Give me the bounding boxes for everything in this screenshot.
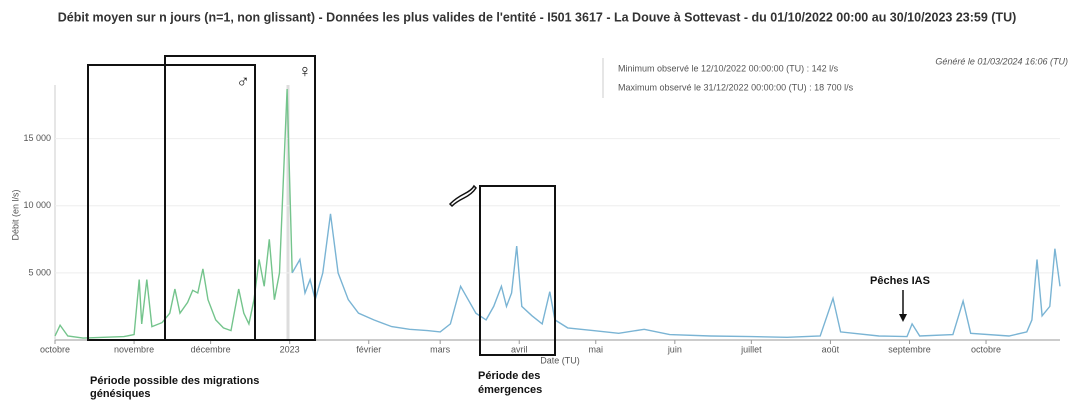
x-tick-label: mars: [430, 344, 450, 354]
x-tick-label: 2023: [280, 344, 300, 354]
tooltip-min: Minimum observé le 12/10/2022 00:00:00 (…: [618, 63, 839, 73]
tooltip-max: Maximum observé le 31/12/2022 00:00:00 (…: [618, 82, 854, 92]
data-line: [291, 213, 1061, 339]
x-tick-label: décembre: [191, 344, 231, 354]
x-tick-label: juin: [667, 344, 682, 354]
x-axis-label: Date (TU): [540, 355, 580, 365]
y-tick-label: 5 000: [28, 267, 51, 277]
x-tick-label: avril: [511, 344, 528, 354]
x-tick-label: juillet: [740, 344, 762, 354]
emergence-label: émergences: [478, 384, 542, 396]
x-tick-label: février: [356, 344, 381, 354]
x-tick-label: novembre: [114, 344, 154, 354]
migration-box: [87, 64, 256, 341]
eel-icon: [448, 184, 477, 208]
peches-arrowhead: [899, 314, 907, 322]
emergence-label: Période des: [478, 370, 540, 382]
y-tick-label: 10 000: [23, 200, 51, 210]
x-tick-label: septembre: [888, 344, 931, 354]
migration-box-2: [164, 55, 316, 341]
migration-label: génésiques: [90, 388, 151, 400]
migration-label: Période possible des migrations: [90, 375, 259, 387]
chart-title: Débit moyen sur n jours (n=1, non glissa…: [58, 10, 1017, 24]
male-symbol: ♂: [236, 71, 250, 91]
y-axis-label: Débit (en l/s): [10, 189, 20, 240]
female-symbol: ♀: [298, 61, 312, 81]
generated-note: Généré le 01/03/2024 16:06 (TU): [935, 56, 1068, 66]
x-tick-label: août: [822, 344, 840, 354]
peches-label: Pêches IAS: [870, 275, 930, 287]
plot: 5 000 10 000 15 000 octobre novembre décembre…: [23, 88, 1061, 354]
x-tick-label: mai: [589, 344, 604, 354]
x-tick-label: octobre: [971, 344, 1001, 354]
y-tick-label: 15 000: [23, 133, 51, 143]
x-tick-label: octobre: [40, 344, 70, 354]
data-line: [54, 88, 293, 339]
emergence-box: [479, 185, 556, 356]
